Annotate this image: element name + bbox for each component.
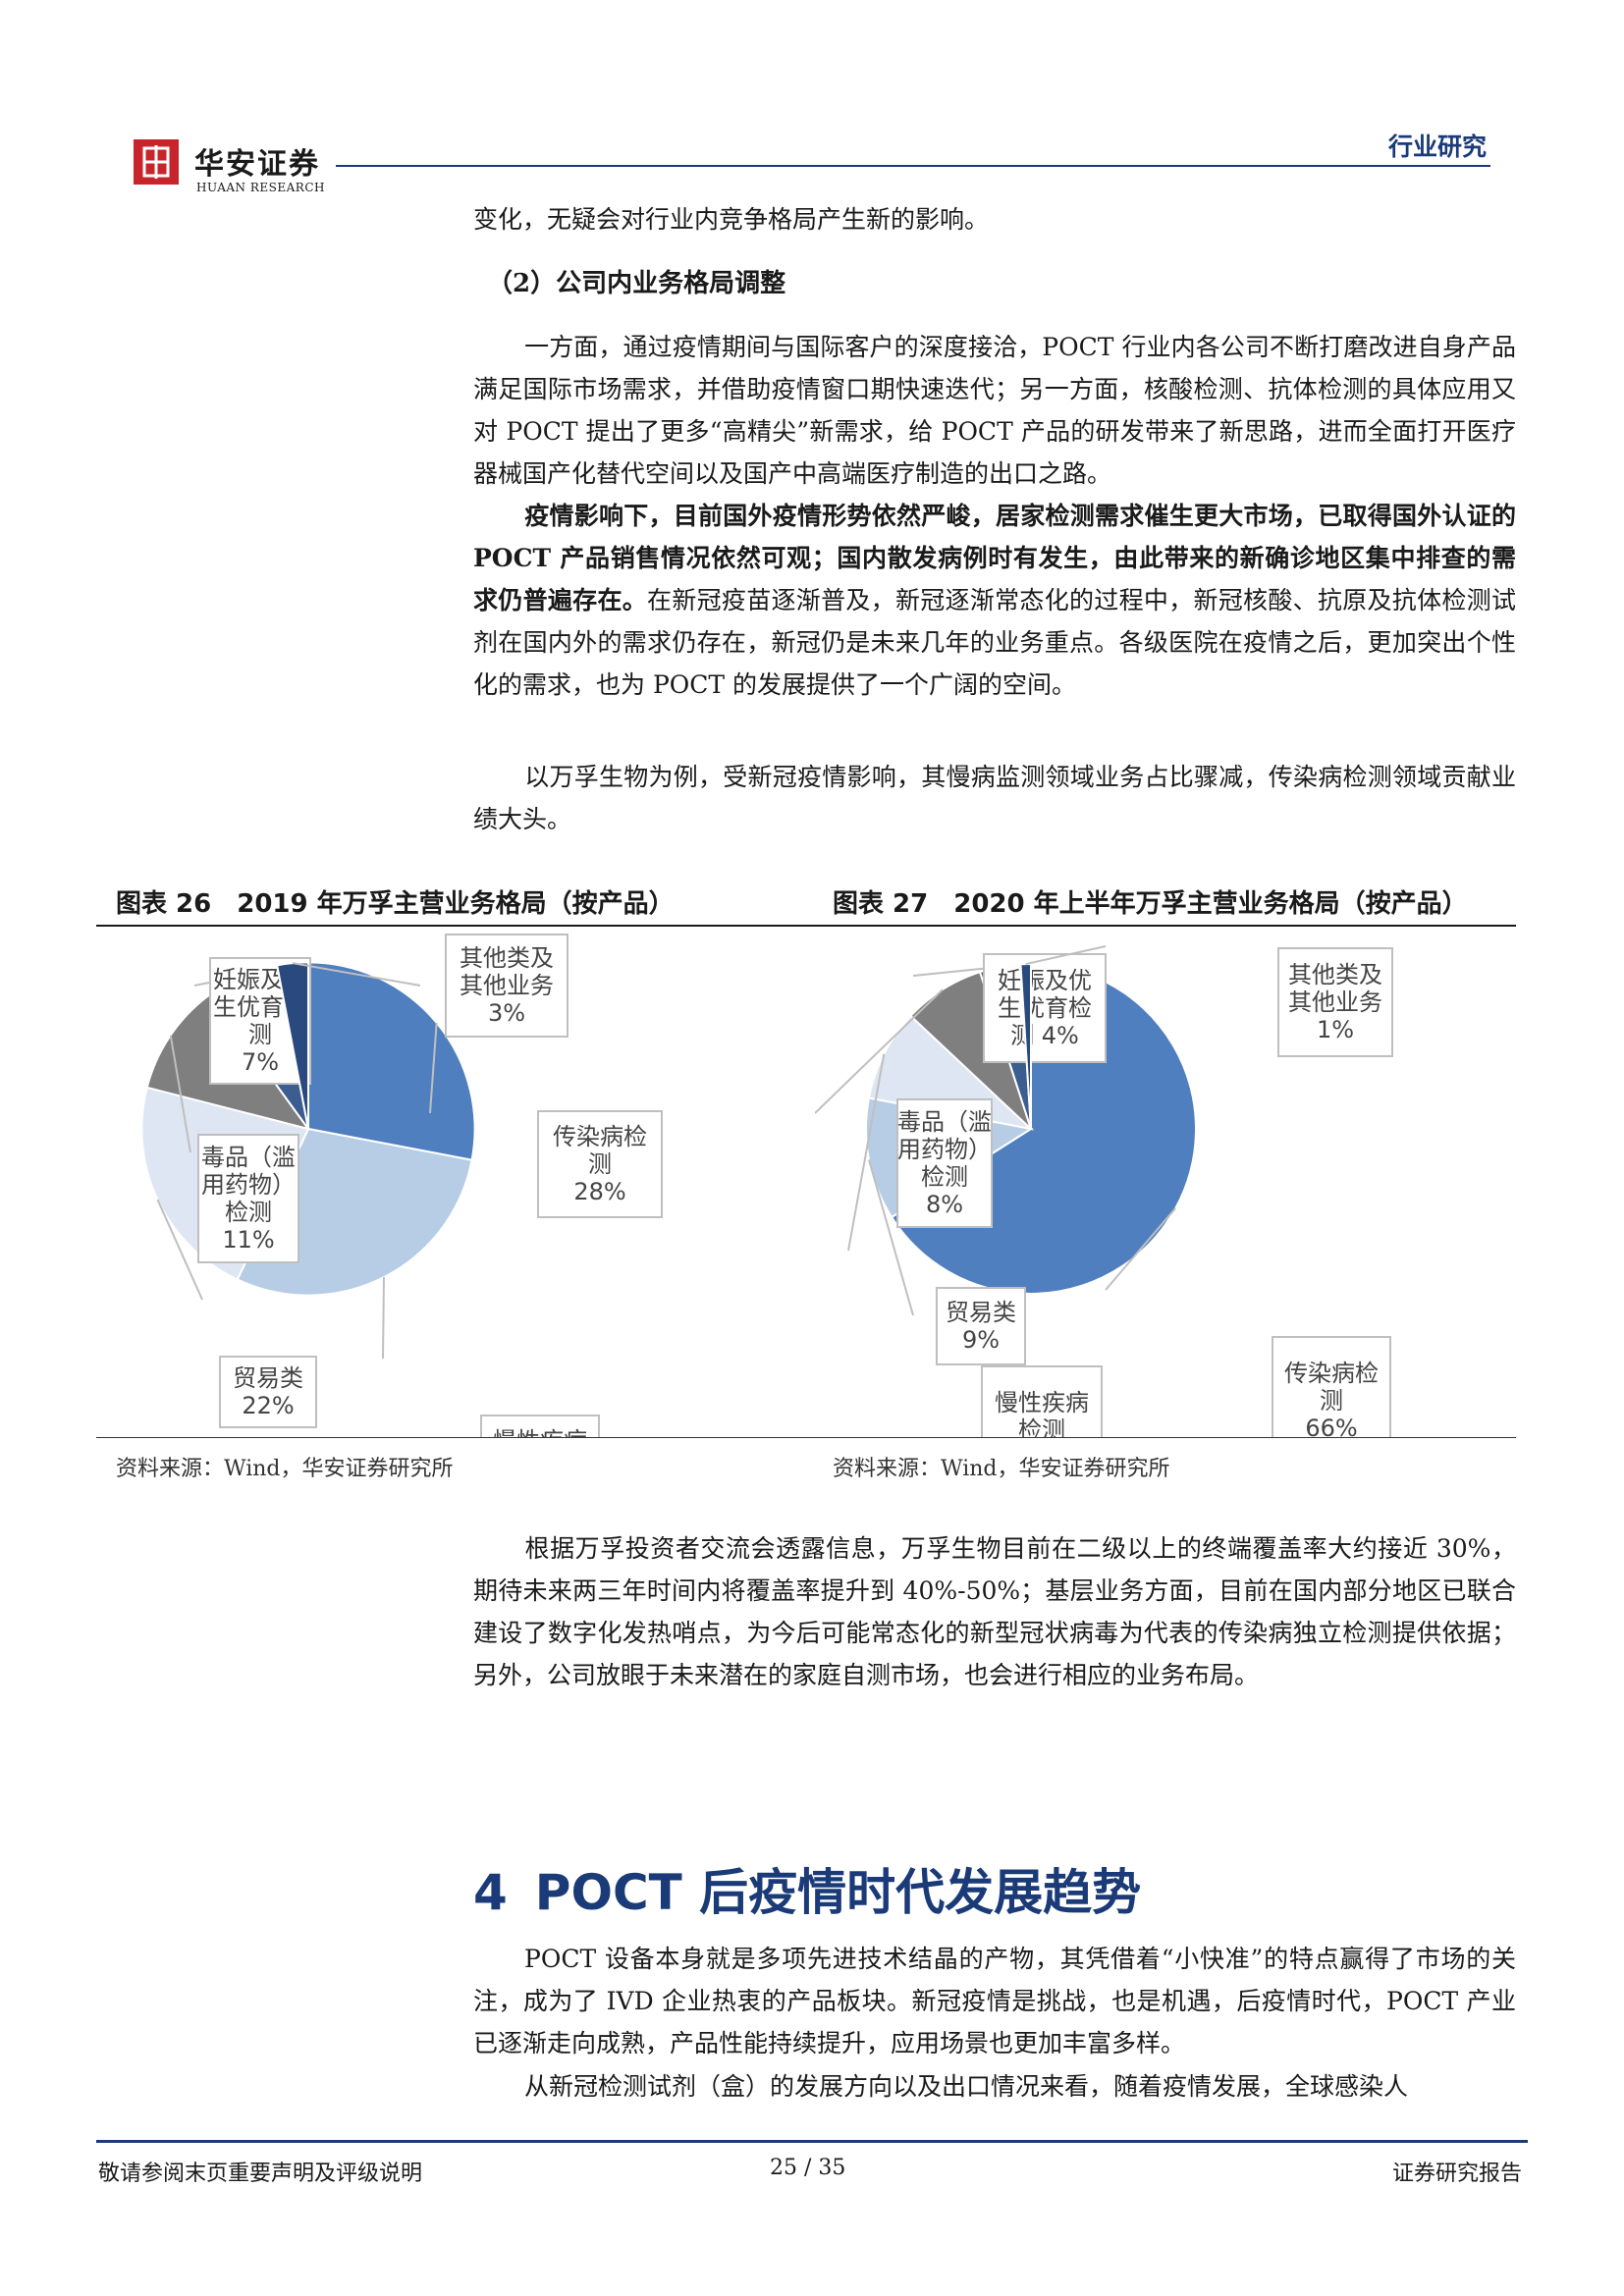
data-label-chronic-line-0: 慢性疾病 [995, 1389, 1089, 1416]
leader-line-drugs [815, 988, 944, 1114]
paragraph-4: 根据万孚投资者交流会透露信息，万孚生物目前在二级以上的终端覆盖率大约接近 30%… [473, 1527, 1516, 1696]
report-category: 行业研究 [1387, 133, 1487, 161]
figure-27-title: 图表 27 2020 年上半年万孚主营业务格局（按产品） [833, 889, 1468, 919]
data-label-box-other [1277, 947, 1393, 1057]
data-label-trade-line-1: 22% [242, 1392, 294, 1419]
brand-name: 华安证券 [194, 147, 320, 182]
data-label-drugs-line-3: 11% [222, 1226, 274, 1254]
header-rule [336, 165, 1490, 167]
data-label-trade-line-1: 9% [962, 1326, 1000, 1354]
page-number: 25 / 35 [770, 2156, 846, 2180]
logo-glyph-icon [142, 145, 170, 179]
data-label-infectious-line-0: 传染病检 [553, 1123, 647, 1150]
data-label-box-other [445, 934, 568, 1038]
data-label-infectious-line-2: 66% [1305, 1415, 1357, 1437]
data-label-box-pregnancy [983, 953, 1107, 1063]
section-heading: 4 POCT 后疫情时代发展趋势 [473, 1853, 1141, 1924]
data-label-drugs-line-0: 毒品（滥 [897, 1108, 992, 1136]
figure-top-rule [96, 925, 1516, 927]
data-label-drugs-line-2: 检测 [921, 1163, 968, 1191]
subheading: （2）公司内业务格局调整 [487, 269, 786, 298]
section-number: 4 [473, 1864, 508, 1921]
data-label-box-chronic [981, 1365, 1103, 1437]
pie-group: 传染病检测28%慢性疾病检测29%贸易类22%毒品（滥用药物）检测11%妊娠及优… [140, 934, 663, 1437]
leader-line-chronic [382, 1277, 385, 1360]
data-label-infectious-line-1: 测 [1320, 1387, 1343, 1415]
data-label-chronic-line-0: 慢性疾病 [493, 1427, 587, 1437]
figure-bottom-rule [96, 1437, 1516, 1438]
data-label-box-infectious [537, 1110, 663, 1218]
data-label-drugs-line-1: 用药物） [897, 1136, 992, 1163]
data-label-box-chronic [480, 1415, 600, 1437]
data-label-box-infectious [1272, 1336, 1391, 1437]
data-label-trade-line-0: 贸易类 [946, 1299, 1016, 1326]
leader-line-other [1025, 945, 1107, 966]
paragraph-4-text: 根据万孚投资者交流会透露信息，万孚生物目前在二级以上的终端覆盖率大约接近 30%… [473, 1534, 1516, 1689]
leader-line-trade [847, 1053, 886, 1252]
paragraph-5: POCT 设备本身就是多项先进技术结晶的产物，其凭借着“小快准”的特点赢得了市场… [473, 1938, 1516, 2064]
data-label-drugs-line-0: 毒品（滥 [201, 1144, 296, 1171]
data-label-box-drugs [896, 1098, 993, 1228]
data-label-box-trade [219, 1356, 317, 1428]
paragraph-6-text: 从新冠检测试剂（盒）的发展方向以及出口情况来看，随着疫情发展，全球感染人 [524, 2072, 1409, 2101]
data-label-box-trade [936, 1287, 1026, 1365]
leader-line-chronic [868, 1159, 914, 1316]
data-label-pregnancy-line-2: 测 4% [1010, 1022, 1079, 1049]
paragraph-3-text: 以万孚生物为例，受新冠疫情影响，其慢病监测领域业务占比骤减，传染病检测领域贡献业… [473, 763, 1516, 833]
data-label-infectious-line-1: 测 [588, 1150, 612, 1178]
paragraph-2-rest: 在新冠疫苗逐渐普及，新冠逐渐常态化的过程中，新冠核酸、抗原及抗体检测试剂在国内外… [473, 586, 1516, 699]
figure-26-title: 图表 26 2019 年万孚主营业务格局（按产品） [116, 889, 675, 919]
leader-line-drugs [169, 1035, 191, 1153]
pie-chart-2020h1: 传染病检测66%慢性疾病检测12%贸易类9%毒品（滥用药物）检测8%妊娠及优生优… [815, 945, 1393, 1437]
data-label-pregnancy-line-0: 妊娠及优 [998, 967, 1092, 994]
leader-line-infectious [429, 1022, 438, 1114]
data-label-infectious-line-2: 28% [573, 1178, 625, 1205]
footer-report-type: 证券研究报告 [1391, 2162, 1522, 2186]
data-label-pregnancy-line-3: 7% [242, 1048, 279, 1076]
data-label-pregnancy-line-1: 生优育检 [998, 994, 1092, 1022]
paragraph-1-text: 一方面，通过疫情期间与国际客户的深度接洽，POCT 行业内各公司不断打磨改进自身… [473, 333, 1516, 488]
pie-chart-2019: 传染病检测28%慢性疾病检测29%贸易类22%毒品（滥用药物）检测11%妊娠及优… [140, 934, 663, 1437]
data-label-other-line-0: 其他类及 [1288, 961, 1382, 988]
data-label-other-line-1: 其他业务 [460, 972, 554, 999]
company-logo [134, 139, 179, 185]
pie-slice-other [276, 961, 309, 1130]
data-label-other-line-1: 其他业务 [1288, 988, 1382, 1016]
paragraph-5-text: POCT 设备本身就是多项先进技术结晶的产物，其凭借着“小快准”的特点赢得了市场… [473, 1945, 1516, 2057]
data-label-drugs-line-2: 检测 [225, 1199, 272, 1226]
figure-26-source: 资料来源：Wind，华安证券研究所 [116, 1457, 454, 1481]
leader-line-other [292, 962, 421, 987]
brand-name-en: HUAAN RESEARCH [196, 181, 325, 194]
data-label-trade-line-0: 贸易类 [233, 1364, 303, 1392]
paragraph-3: 以万孚生物为例，受新冠疫情影响，其慢病监测领域业务占比骤减，传染病检测领域贡献业… [473, 756, 1516, 840]
paragraph-6: 从新冠检测试剂（盒）的发展方向以及出口情况来看，随着疫情发展，全球感染人 [473, 2065, 1516, 2108]
data-label-pregnancy-line-2: 测 [248, 1021, 272, 1048]
data-label-infectious-line-0: 传染病检 [1284, 1360, 1379, 1387]
footer-rule [96, 2140, 1528, 2143]
data-label-drugs-line-3: 8% [926, 1191, 963, 1218]
pie-group: 传染病检测66%慢性疾病检测12%贸易类9%毒品（滥用药物）检测8%妊娠及优生优… [815, 945, 1393, 1437]
paragraph-2-bold: 疫情影响下，目前国外疫情形势依然严峻，居家检测需求催生更大市场，已取得国外认证的… [473, 502, 1516, 614]
section-title: POCT 后疫情时代发展趋势 [534, 1864, 1142, 1921]
data-label-drugs-line-1: 用药物） [201, 1171, 296, 1199]
leader-line-trade [156, 1199, 203, 1301]
footer-disclaimer: 敬请参阅末页重要声明及评级说明 [98, 2162, 423, 2186]
paragraph-1: 一方面，通过疫情期间与国际客户的深度接洽，POCT 行业内各公司不断打磨改进自身… [473, 326, 1516, 495]
data-label-other-line-2: 1% [1317, 1016, 1354, 1043]
data-label-other-line-2: 3% [488, 999, 525, 1027]
data-label-box-drugs [197, 1134, 299, 1263]
figure-27-source: 资料来源：Wind，华安证券研究所 [833, 1457, 1170, 1481]
leader-line-infectious [1105, 1207, 1176, 1291]
data-label-other-line-0: 其他类及 [460, 944, 554, 972]
body-line-continuation: 变化，无疑会对行业内竞争格局产生新的影响。 [473, 205, 990, 234]
paragraph-2: 疫情影响下，目前国外疫情形势依然严峻，居家检测需求催生更大市场，已取得国外认证的… [473, 495, 1516, 706]
data-label-chronic-line-1: 检测 [1018, 1416, 1065, 1437]
